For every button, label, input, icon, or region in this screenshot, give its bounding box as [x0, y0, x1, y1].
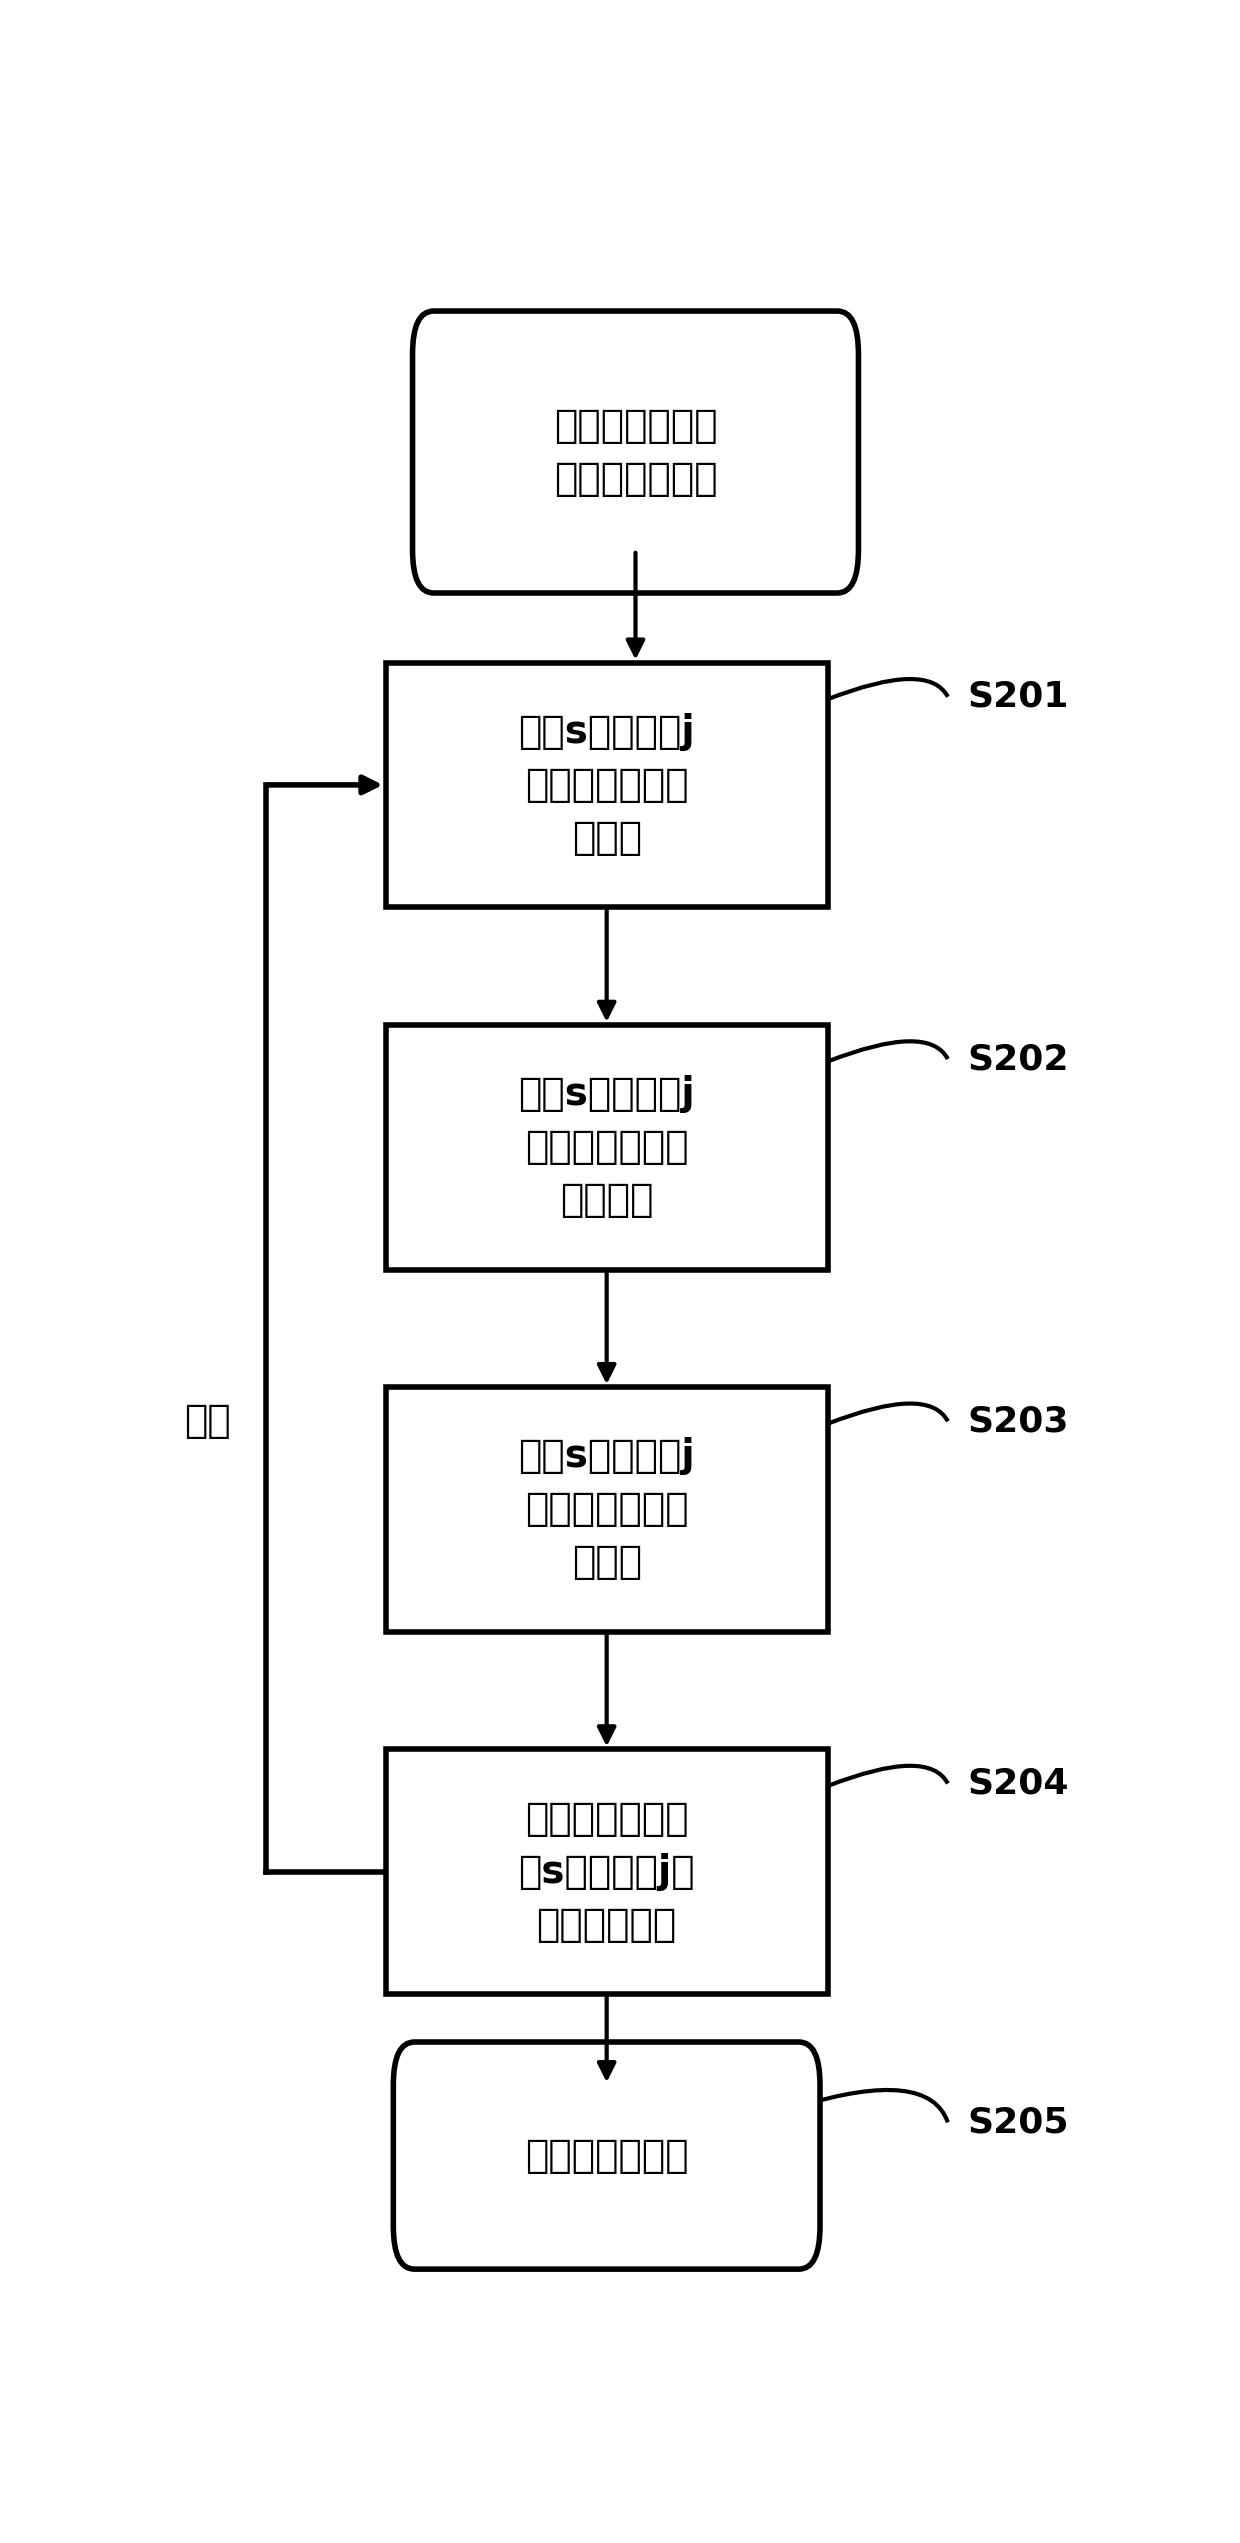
Text: 计算s视角下第j
个高斯模型的均
值向量: 计算s视角下第j 个高斯模型的均 值向量 [518, 712, 694, 857]
Text: S204: S204 [967, 1767, 1069, 1800]
FancyBboxPatch shape [386, 1750, 828, 1994]
FancyBboxPatch shape [386, 1025, 828, 1269]
FancyBboxPatch shape [393, 2042, 820, 2268]
Text: 循环: 循环 [185, 1401, 231, 1439]
Text: S205: S205 [967, 2106, 1069, 2139]
Text: 输入：存在缺失
的多视角数据点: 输入：存在缺失 的多视角数据点 [554, 407, 717, 498]
FancyBboxPatch shape [413, 310, 858, 593]
Text: S203: S203 [967, 1404, 1069, 1439]
Text: S201: S201 [967, 679, 1069, 715]
Text: 计算缺失数据点
在s视角下第j个
簇的后验概率: 计算缺失数据点 在s视角下第j个 簇的后验概率 [518, 1800, 694, 1943]
Text: 计算s视角下第j
个高斯模型的混
合概率: 计算s视角下第j 个高斯模型的混 合概率 [518, 1437, 694, 1582]
FancyBboxPatch shape [386, 1386, 828, 1633]
Text: 计算s视角下第j
个高斯模型的协
方差矩阵: 计算s视角下第j 个高斯模型的协 方差矩阵 [518, 1076, 694, 1218]
FancyBboxPatch shape [386, 664, 828, 908]
Text: S202: S202 [967, 1043, 1069, 1076]
Text: 数据点的簇标记: 数据点的簇标记 [525, 2136, 688, 2174]
